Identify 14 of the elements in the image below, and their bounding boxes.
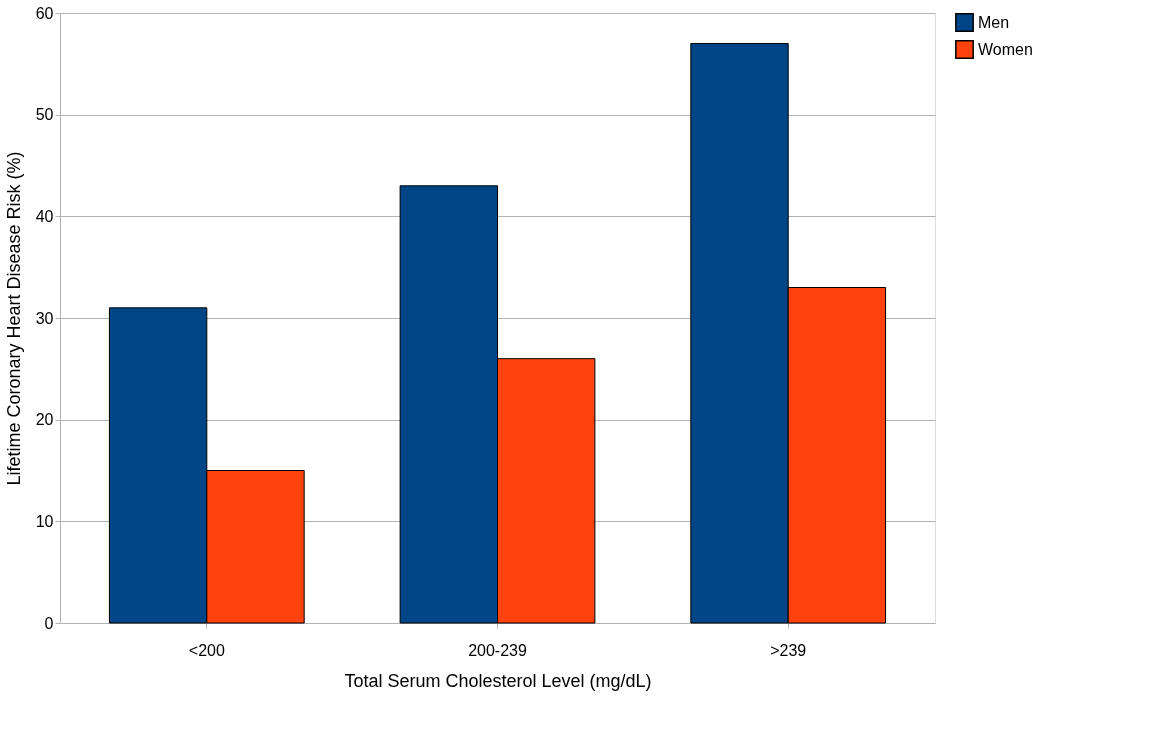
y-tick-label: 60	[35, 4, 54, 22]
legend-label: Men	[978, 13, 1010, 31]
x-tick-label: >239	[770, 641, 807, 659]
x-tick-label: <200	[188, 641, 225, 659]
y-tick-label: 0	[44, 614, 54, 632]
y-tick-label: 40	[35, 207, 54, 225]
y-axis-title: Lifetime Coronary Heart Disease Risk (%)	[3, 151, 24, 486]
y-tick-label: 10	[35, 512, 54, 530]
x-tick-label: 200-239	[468, 641, 527, 659]
y-tick-label: 20	[35, 411, 54, 429]
legend-label: Women	[978, 40, 1033, 58]
y-tick-label: 30	[35, 309, 54, 327]
y-tick-label: 50	[35, 106, 54, 124]
x-axis-title: Total Serum Cholesterol Level (mg/dL)	[344, 670, 652, 691]
